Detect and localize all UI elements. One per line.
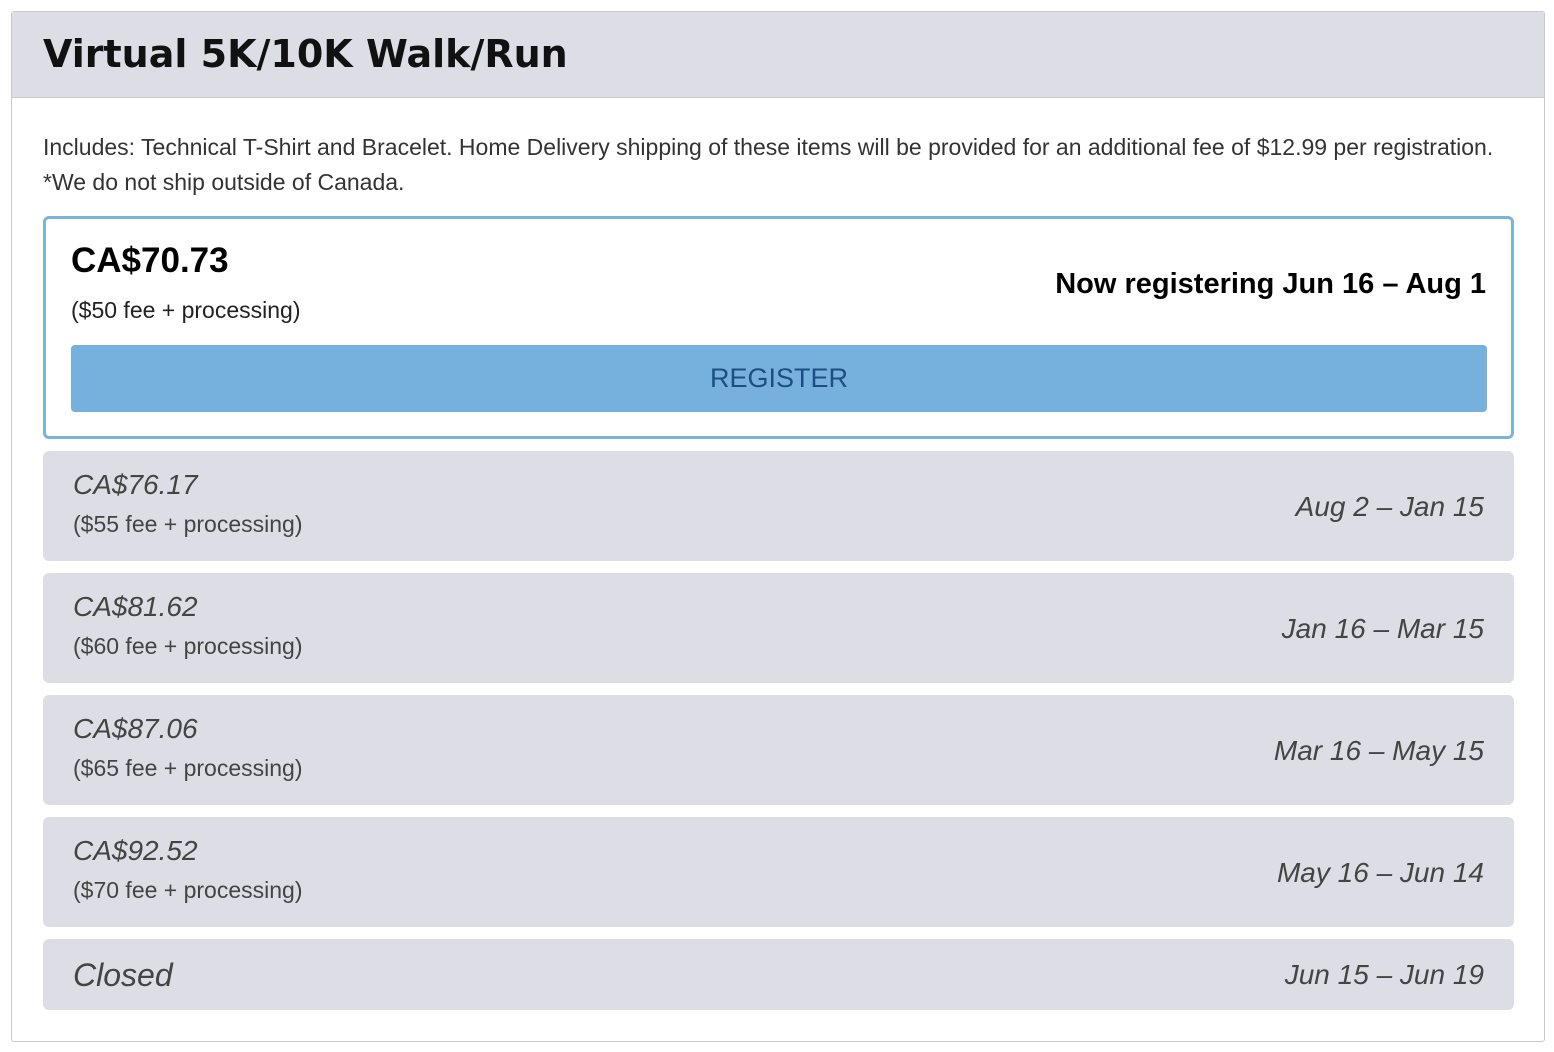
tier: CA$81.62 ($60 fee + processing) Jan 16 –… [43,573,1514,683]
fee-note: ($70 fee + processing) [73,877,303,903]
dates: Aug 2 – Jan 15 [1295,491,1484,522]
title: Virtual 5K/10K Walk/Run [43,32,568,76]
fee-note: ($60 fee + processing) [73,633,303,659]
closed-tier: Closed Jun 15 – Jun 19 [43,939,1514,1010]
current-tier: CA$70.73 ($50 fee + processing) Now regi… [43,216,1514,439]
dates: May 16 – Jun 14 [1276,857,1484,888]
pricing-card: Virtual 5K/10K Walk/Run Includes: Techni… [11,11,1545,1042]
dates: Jun 15 – Jun 19 [1284,959,1484,990]
price: CA$81.62 [73,591,198,622]
price: CA$76.17 [73,469,198,500]
tier: CA$76.17 ($55 fee + processing) Aug 2 – … [43,451,1514,561]
description: Includes: Technical T-Shirt and Bracelet… [43,134,1494,195]
price: CA$92.52 [73,835,198,866]
fee-note: ($65 fee + processing) [73,755,303,781]
dates: Mar 16 – May 15 [1273,735,1484,766]
price: CA$70.73 [71,241,229,280]
fee-note: ($50 fee + processing) [71,297,301,323]
status: Now registering Jun 16 – Aug 1 [1055,268,1486,300]
fee-note: ($55 fee + processing) [73,511,303,537]
dates: Jan 16 – Mar 15 [1281,613,1484,644]
price: CA$87.06 [73,713,198,744]
register-button[interactable]: REGISTER [71,345,1487,412]
closed-label: Closed [73,957,173,993]
tier: CA$92.52 ($70 fee + processing) May 16 –… [43,817,1514,927]
card-header: Virtual 5K/10K Walk/Run [12,12,1544,98]
tier: CA$87.06 ($65 fee + processing) Mar 16 –… [43,695,1514,805]
